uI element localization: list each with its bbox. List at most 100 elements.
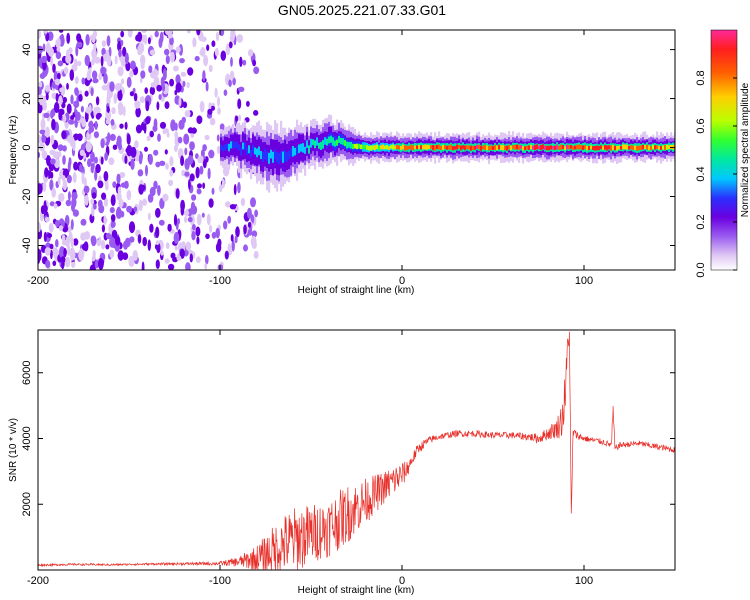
- spectrogram-noise-cell: [93, 106, 97, 118]
- spectrogram-noise-cell: [216, 134, 220, 142]
- spectrogram-noise-cell: [62, 114, 67, 123]
- spectrogram-signal-cell: [354, 143, 357, 149]
- spectrogram-noise-cell: [100, 138, 105, 149]
- spectrogram-noise-cell: [88, 121, 94, 129]
- spectrogram-signal-cell: [228, 143, 231, 152]
- spectrogram-noise-cell: [90, 163, 94, 174]
- spectrogram-signal-cell: [388, 146, 391, 150]
- spectrogram-noise-cell: [225, 201, 231, 208]
- spectrogram-noise-cell: [126, 76, 132, 88]
- spectrogram-noise-cell: [122, 252, 129, 260]
- spectrogram-noise-cell: [224, 250, 229, 260]
- spectrogram-noise-cell: [147, 239, 151, 251]
- spectrogram-signal-cell: [548, 145, 551, 151]
- spectrogram-noise-cell: [202, 159, 207, 169]
- spectrogram-signal-cell: [520, 145, 523, 149]
- spectrogram-signal-cell: [500, 145, 503, 150]
- spectrogram-noise-cell: [94, 259, 99, 269]
- spectrogram-noise-cell: [237, 98, 242, 110]
- spectrogram-noise-cell: [155, 207, 161, 218]
- spectrogram-signal-cell: [636, 145, 639, 151]
- spectrogram-noise-cell: [52, 260, 57, 267]
- spectrogram-y-tick-label-1: -20: [21, 189, 33, 205]
- spectrogram-signal-cell: [610, 145, 613, 151]
- spectrogram-cells: [38, 30, 675, 270]
- spectrogram-noise-cell: [73, 161, 79, 171]
- spectrogram-noise-cell: [44, 216, 50, 223]
- spectrogram-signal-cell: [516, 144, 519, 150]
- spectrogram-noise-cell: [43, 231, 47, 242]
- spectrogram-noise-cell: [126, 189, 132, 201]
- spectrogram-noise-cell: [139, 96, 145, 104]
- spectrogram-noise-cell: [168, 179, 174, 187]
- spectrogram-noise-cell: [55, 219, 60, 228]
- spectrogram-signal-cell: [246, 147, 249, 155]
- snr-background: [38, 330, 675, 570]
- spectrogram-noise-cell: [68, 119, 75, 125]
- spectrogram-signal-cell: [250, 149, 253, 158]
- spectrogram-noise-cell: [228, 79, 232, 87]
- spectrogram-signal-cell: [270, 149, 273, 159]
- spectrogram-signal-cell: [322, 139, 325, 149]
- spectrogram-signal-cell: [414, 145, 417, 150]
- spectrogram-noise-cell: [104, 182, 109, 191]
- spectrogram-noise-cell: [40, 205, 46, 215]
- spectrogram-signal-cell: [390, 145, 393, 149]
- spectrogram-noise-cell: [166, 131, 170, 138]
- spectrogram-noise-cell: [130, 60, 136, 70]
- spectrogram-x-tick-label-0: -200: [27, 275, 49, 287]
- spectrogram-noise-cell: [215, 227, 220, 239]
- spectrogram-noise-cell: [229, 70, 235, 80]
- spectrogram-noise-cell: [68, 157, 72, 167]
- spectrogram-signal-cell: [296, 145, 299, 155]
- spectrogram-noise-cell: [195, 166, 200, 179]
- spectrogram-noise-cell: [42, 181, 47, 192]
- spectrogram-signal-cell: [368, 146, 371, 151]
- spectrogram-signal-cell: [550, 145, 553, 150]
- spectrogram-signal-cell: [568, 145, 571, 150]
- spectrogram-noise-cell: [205, 254, 209, 265]
- spectrogram-signal-cell: [394, 145, 397, 150]
- spectrogram-signal-cell: [462, 145, 465, 150]
- spectrogram-noise-cell: [77, 60, 82, 67]
- spectrogram-noise-cell: [153, 118, 158, 130]
- spectrogram-noise-cell: [167, 263, 175, 270]
- spectrogram-noise-cell: [79, 149, 85, 156]
- spectrogram-signal-cell: [622, 144, 625, 150]
- spectrogram-noise-cell: [208, 149, 215, 159]
- spectrogram-noise-cell: [161, 83, 166, 92]
- spectrogram-noise-cell: [84, 54, 91, 67]
- spectrogram-noise-cell: [126, 133, 131, 145]
- spectrogram-noise-cell: [124, 155, 128, 164]
- spectrogram-noise-cell: [199, 49, 204, 56]
- spectrogram-noise-cell: [169, 78, 175, 87]
- spectrogram-signal-cell: [292, 146, 295, 157]
- spectrogram-noise-cell: [74, 109, 79, 116]
- spectrogram-noise-cell: [109, 236, 116, 248]
- spectrogram-noise-cell: [205, 233, 210, 240]
- spectrogram-signal-cell: [336, 139, 339, 146]
- spectrogram-signal-cell: [624, 144, 627, 150]
- spectrogram-noise-cell: [72, 172, 77, 183]
- spectrogram-noise-cell: [113, 92, 118, 104]
- spectrogram-noise-cell: [246, 207, 252, 219]
- figure-title: GN05.2025.221.07.33.G01: [278, 2, 446, 18]
- spectrogram-noise-cell: [45, 92, 49, 101]
- spectrogram-signal-cell: [358, 143, 361, 149]
- spectrogram-noise-cell: [54, 78, 61, 86]
- spectrogram-signal-cell: [304, 146, 307, 154]
- spectrogram-signal-cell: [328, 136, 331, 144]
- spectrogram-noise-cell: [38, 221, 41, 233]
- spectrogram-noise-cell: [50, 158, 56, 165]
- spectrogram-noise-cell: [68, 47, 73, 55]
- snr-x-tick-label-3: 100: [575, 575, 593, 587]
- spectrogram-noise-cell: [50, 56, 54, 67]
- spectrogram-signal-cell: [558, 146, 561, 150]
- spectrogram-noise-cell: [63, 67, 69, 75]
- spectrogram-noise-cell: [214, 47, 219, 57]
- spectrogram-frame: [37, 29, 676, 271]
- spectrogram-noise-cell: [65, 54, 72, 64]
- spectrogram-signal-cell: [274, 149, 277, 159]
- spectrogram-noise-cell: [66, 103, 72, 115]
- spectrogram-signal-cell: [278, 152, 281, 165]
